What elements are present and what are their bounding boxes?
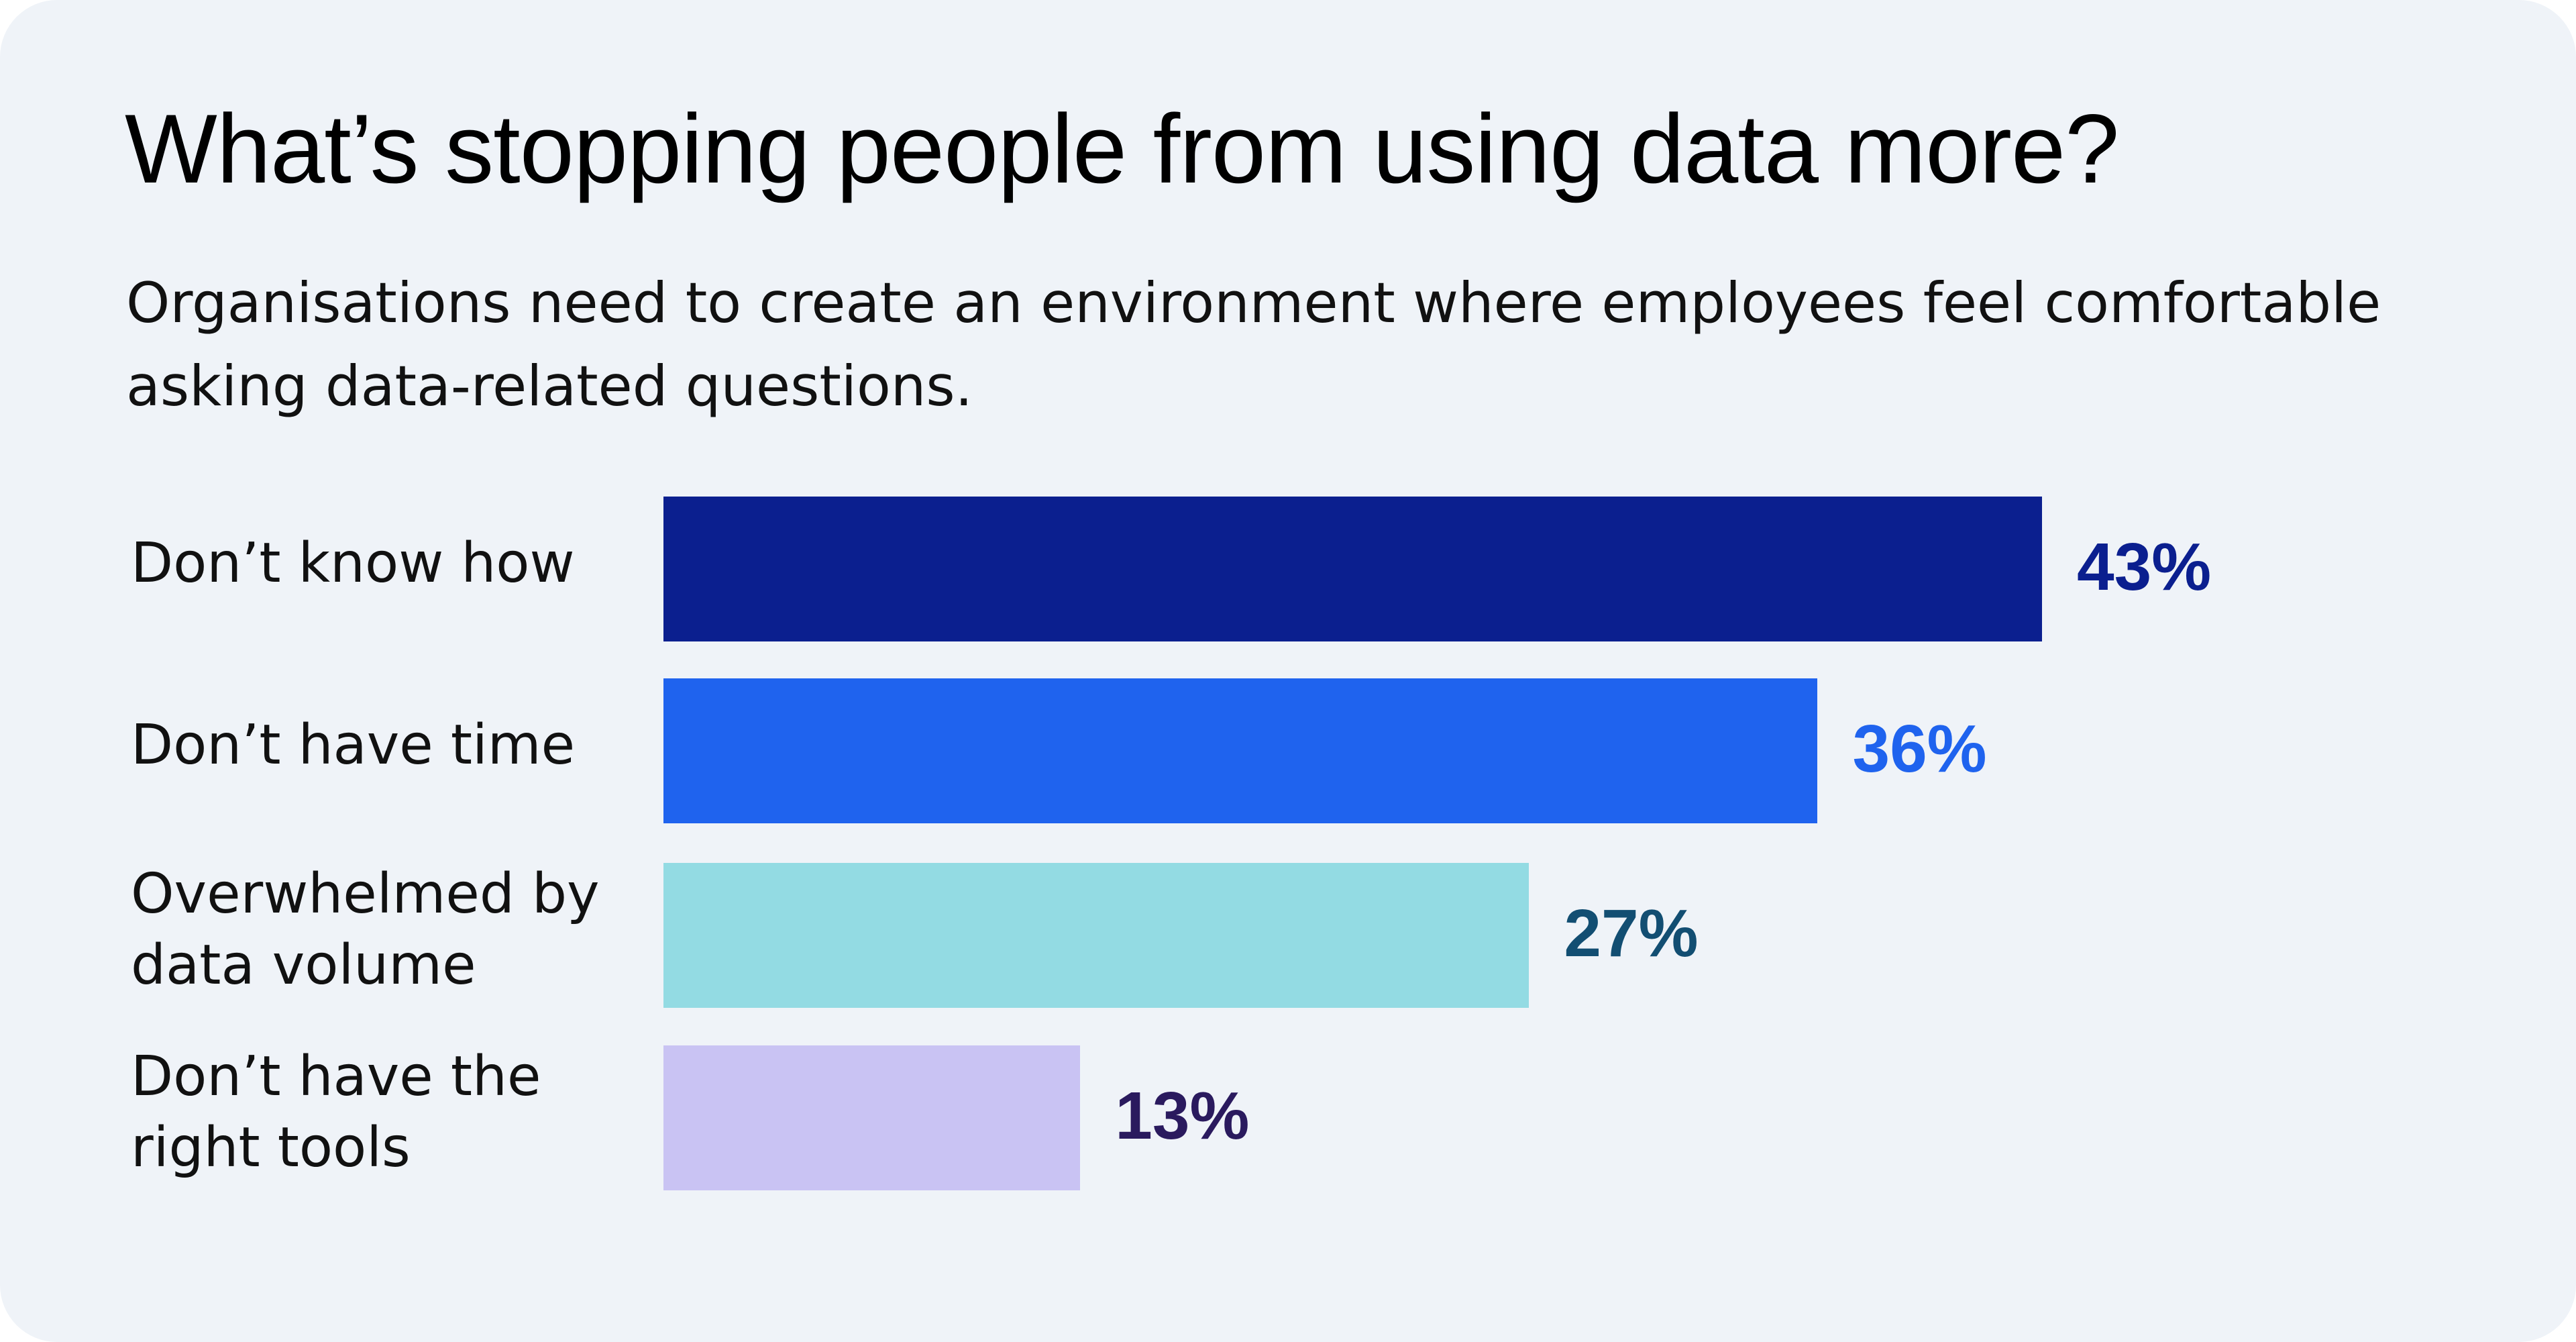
category-label-line: right tools: [131, 1116, 411, 1180]
data-label: 36%: [1852, 711, 1987, 786]
data-label: 13%: [1115, 1078, 1250, 1153]
bar: [663, 678, 1818, 823]
category-label: Don’t have the right tools: [131, 1041, 541, 1184]
category-label: Don’t have time: [131, 710, 575, 781]
category-label: Overwhelmed by data volume: [131, 859, 600, 1001]
bar: [663, 863, 1529, 1008]
chart-title: What’s stopping people from using data m…: [125, 94, 2119, 203]
category-label-line: Overwhelmed by: [131, 862, 600, 926]
data-label: 43%: [2077, 529, 2212, 605]
category-label-line: Don’t know how: [131, 531, 575, 595]
data-label: 27%: [1564, 896, 1699, 971]
bar: [663, 1045, 1081, 1190]
category-label: Don’t know how: [131, 528, 575, 599]
bar: [663, 497, 2042, 641]
category-label-line: data volume: [131, 933, 476, 997]
category-label-line: Don’t have the: [131, 1045, 541, 1108]
category-label-line: Don’t have time: [131, 713, 576, 777]
chart-subtitle: Organisations need to create an environm…: [126, 270, 2381, 419]
